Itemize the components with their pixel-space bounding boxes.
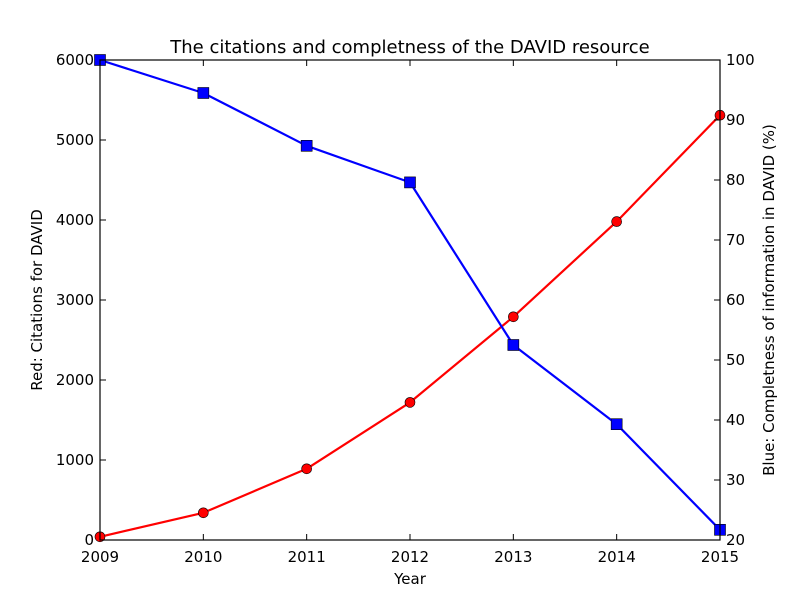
right-y-axis-label: Blue: Completness of information in DAVI… [760,124,778,476]
left-y-tick-label-5000: 5000 [56,131,94,149]
chart-title: The citations and completness of the DAV… [169,37,649,58]
citations-point-2010 [198,507,209,519]
x-tick-label-2012: 2012 [391,548,429,566]
right-y-tick-label-40: 40 [726,411,745,429]
x-axis-label: Year [393,570,427,588]
citations-point-2011 [301,463,312,475]
axis-ticks: 2009 2010 2011 2012 2013 2014 2015 0 1000 2000 300… [56,51,755,566]
completeness-point-2012 [404,176,416,189]
right-y-tick-label-70: 70 [726,231,745,249]
completeness-point-2014 [610,418,623,431]
citations-point-2013 [508,311,519,323]
left-y-tick-label-4000: 4000 [56,211,94,229]
right-y-tick-label-60: 60 [726,291,745,309]
completeness-point-2011 [300,140,313,152]
x-tick-label-2011: 2011 [288,548,326,566]
right-y-tick-label-100: 100 [726,51,755,69]
citations-point-2014 [611,216,622,227]
plot-frame [99,59,721,541]
right-y-tick-label-20: 20 [726,531,745,549]
left-y-tick-label-0: 0 [84,531,94,549]
left-y-tick-label-3000: 3000 [56,291,94,309]
citations-point-2012 [404,397,416,408]
completeness-point-2010 [197,87,210,99]
right-y-tick-label-80: 80 [726,171,745,189]
x-tick-label-2010: 2010 [184,548,222,566]
x-tick-label-2009: 2009 [81,548,119,566]
right-y-tick-label-90: 90 [726,111,745,129]
left-y-tick-label-1000: 1000 [56,451,94,469]
left-y-axis-label: Red: Citations for DAVID [28,209,46,391]
left-y-tick-label-6000: 6000 [56,51,94,69]
left-y-tick-label-2000: 2000 [56,371,94,389]
completeness-point-2013 [507,339,520,351]
right-y-tick-label-50: 50 [726,351,745,369]
x-tick-label-2013: 2013 [494,548,532,566]
right-y-tick-label-30: 30 [726,471,745,489]
x-tick-label-2015: 2015 [701,548,739,566]
x-tick-label-2014: 2014 [598,548,636,566]
